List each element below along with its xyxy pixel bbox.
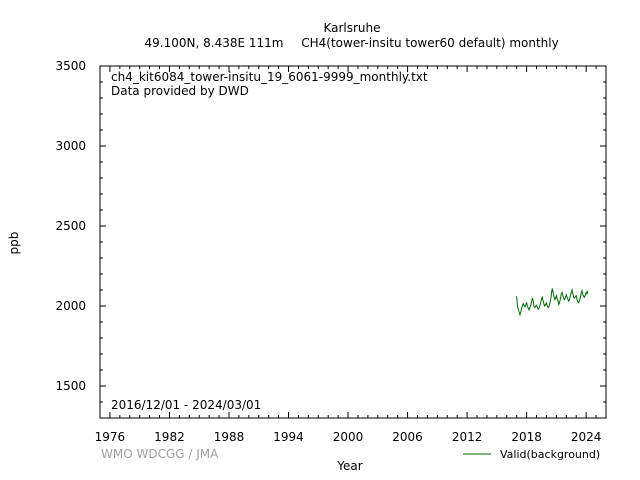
credit-label: WMO WDCGG / JMA — [101, 447, 219, 461]
series-layer — [515, 288, 589, 317]
plot-area-frame — [99, 65, 607, 419]
x-axis-label: Year — [336, 459, 362, 473]
x-tick-label: 1988 — [214, 430, 245, 444]
x-axis: 1976 1982 1988 1994 2000 2006 2012 2018 2024 — [95, 66, 607, 444]
x-tick-label: 1994 — [273, 430, 304, 444]
y-tick-label: 1500 — [55, 379, 86, 393]
y-tick-label: 3000 — [55, 139, 86, 153]
chart-subtitle-dataset: CH4(tower-insitu tower60 default) monthl… — [301, 36, 558, 50]
y-axis-label: ppb — [7, 232, 21, 255]
x-tick-label: 1976 — [95, 430, 126, 444]
y-tick-label: 3500 — [55, 59, 86, 73]
y-tick-label: 2500 — [55, 219, 86, 233]
x-tick-label: 1982 — [154, 430, 185, 444]
y-axis: 1500 2000 2500 3000 3500 — [55, 59, 606, 419]
date-range-label: 2016/12/01 - 2024/03/01 — [111, 398, 261, 412]
chart-subtitle-location: 49.100N, 8.438E 111m — [145, 36, 284, 50]
x-tick-label: 2006 — [392, 430, 423, 444]
x-tick-label: 2018 — [511, 430, 542, 444]
x-tick-label: 2000 — [333, 430, 364, 444]
legend-label: Valid(background) — [500, 448, 600, 461]
chart-title: Karlsruhe — [323, 21, 380, 35]
y-tick-label: 2000 — [55, 299, 86, 313]
x-tick-label: 2024 — [571, 430, 602, 444]
provider-label: Data provided by DWD — [111, 84, 249, 98]
file-label: ch4_kit6084_tower-insitu_19_6061-9999_mo… — [111, 70, 428, 84]
x-tick-label: 2012 — [452, 430, 483, 444]
series-line — [515, 288, 589, 317]
